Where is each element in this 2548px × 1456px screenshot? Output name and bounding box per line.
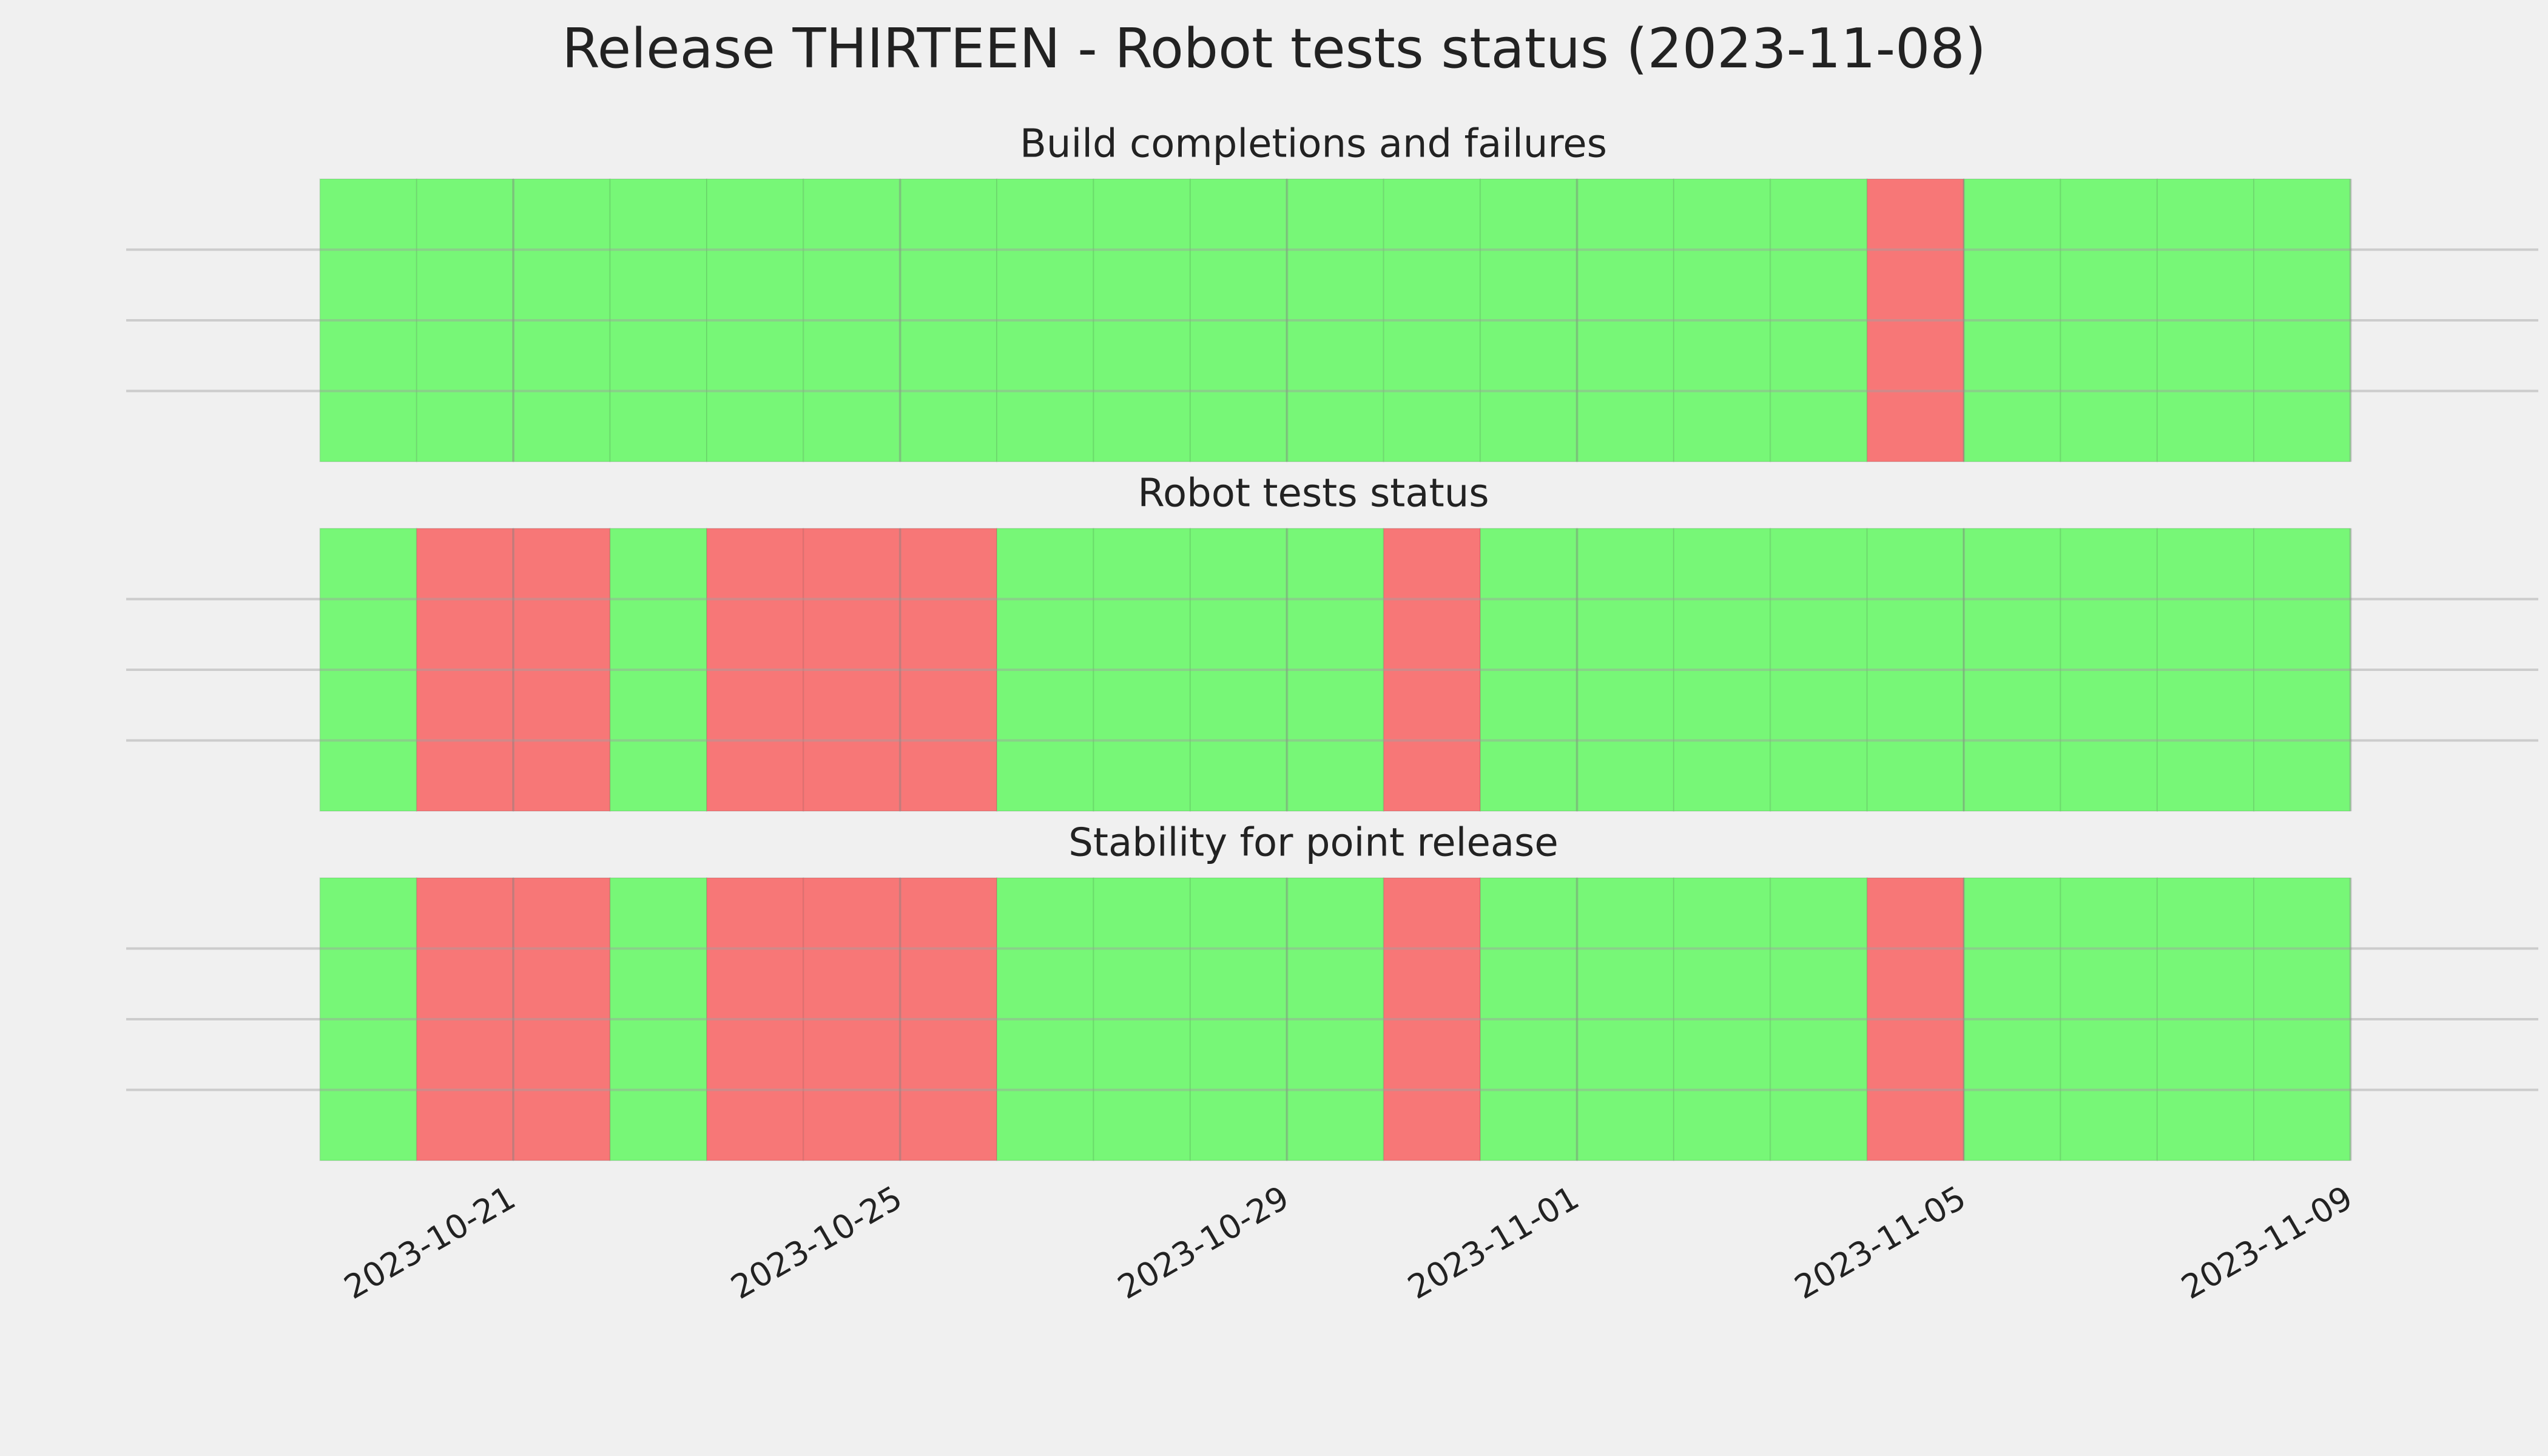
x-tick-label: 2023-11-01 <box>1401 1178 1585 1306</box>
status-bar <box>1383 178 1481 462</box>
status-bar <box>1286 528 1384 812</box>
status-bar <box>1770 178 1868 462</box>
status-bar <box>513 178 611 462</box>
status-bar <box>1770 528 1868 812</box>
status-bar <box>1383 528 1481 812</box>
status-bar <box>1673 178 1771 462</box>
status-bar <box>1480 528 1578 812</box>
status-bar <box>1189 877 1288 1161</box>
status-bar <box>1576 178 1674 462</box>
subplot-title: Build completions and failures <box>1020 122 1607 167</box>
status-bar <box>1673 528 1771 812</box>
status-bar <box>416 178 514 462</box>
subplot-title: Stability for point release <box>1068 821 1559 866</box>
status-bar <box>706 178 804 462</box>
status-bar <box>609 178 707 462</box>
status-bar <box>803 178 901 462</box>
status-bar <box>2253 528 2351 812</box>
status-bar <box>1093 178 1191 462</box>
chart-title: Release THIRTEEN - Robot tests status (2… <box>562 17 1986 81</box>
status-bar <box>899 877 998 1161</box>
x-tick-label: 2023-10-25 <box>724 1178 908 1306</box>
status-bar <box>1770 877 1868 1161</box>
status-bar <box>996 178 1094 462</box>
status-bar <box>319 877 417 1161</box>
status-bar <box>1963 178 2061 462</box>
status-bar <box>1866 178 1965 462</box>
status-bar <box>2253 877 2351 1161</box>
x-tick-label: 2023-11-05 <box>1788 1178 1972 1306</box>
status-bar <box>2156 528 2255 812</box>
status-bar <box>513 528 611 812</box>
status-bar <box>1480 178 1578 462</box>
status-bar <box>513 877 611 1161</box>
status-bar <box>416 877 514 1161</box>
status-bar <box>706 528 804 812</box>
status-bar <box>1093 528 1191 812</box>
status-bar <box>2060 877 2158 1161</box>
status-bar <box>899 528 998 812</box>
status-bar <box>1963 877 2061 1161</box>
status-bar <box>899 178 998 462</box>
status-bar <box>416 528 514 812</box>
x-tick-label: 2023-10-29 <box>1111 1178 1295 1306</box>
status-bar <box>2156 877 2255 1161</box>
x-tick-label: 2023-11-09 <box>2175 1178 2359 1306</box>
x-tick-label: 2023-10-21 <box>338 1178 522 1306</box>
status-bar <box>2060 178 2158 462</box>
status-bar <box>319 528 417 812</box>
status-bar <box>2253 178 2351 462</box>
status-bar <box>1189 528 1288 812</box>
status-bar <box>2060 528 2158 812</box>
status-bar <box>609 528 707 812</box>
status-bar <box>1673 877 1771 1161</box>
status-bar <box>319 178 417 462</box>
status-bar <box>803 528 901 812</box>
status-bar <box>1093 877 1191 1161</box>
status-bar <box>803 877 901 1161</box>
status-bar <box>1480 877 1578 1161</box>
status-bar <box>1866 528 1965 812</box>
status-bar <box>996 877 1094 1161</box>
status-bar <box>1576 528 1674 812</box>
status-bar <box>706 877 804 1161</box>
status-bar <box>1963 528 2061 812</box>
status-bar <box>1189 178 1288 462</box>
status-bar <box>609 877 707 1161</box>
status-bar <box>2156 178 2255 462</box>
subplot-title: Robot tests status <box>1138 471 1489 516</box>
